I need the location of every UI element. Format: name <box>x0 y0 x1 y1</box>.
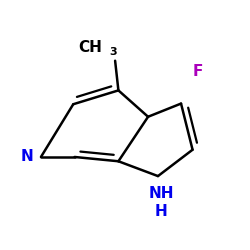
Text: H: H <box>155 204 168 219</box>
Text: NH: NH <box>148 186 174 201</box>
Text: F: F <box>192 64 203 79</box>
Text: N: N <box>21 150 34 164</box>
Text: CH: CH <box>78 40 102 55</box>
Text: 3: 3 <box>110 48 117 58</box>
